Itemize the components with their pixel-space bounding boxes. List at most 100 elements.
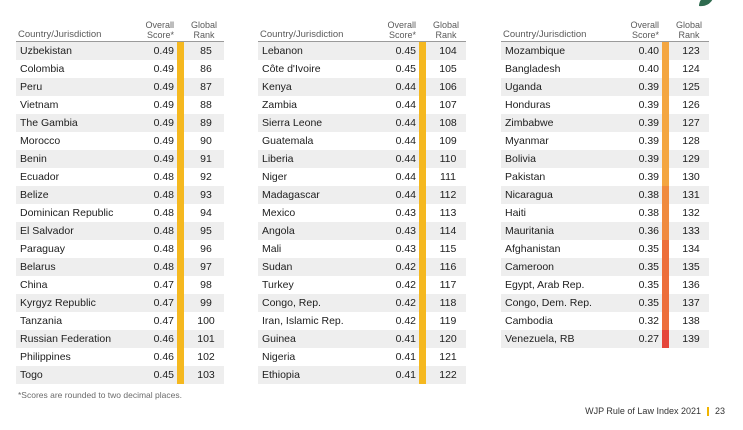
score-color-bar: [662, 150, 669, 168]
country-name: Uganda: [505, 81, 542, 93]
table-row: Iran, Islamic Rep. 0.42 119: [258, 312, 466, 330]
score-color-bar: [177, 96, 184, 114]
country-name: Afghanistan: [505, 243, 561, 255]
score-color-bar: [662, 222, 669, 240]
table-row: Myanmar 0.39 128: [501, 132, 709, 150]
global-rank: 121: [439, 351, 457, 363]
rank-column-header: Global Rank: [675, 20, 702, 40]
country-name: Congo, Rep.: [262, 297, 321, 309]
global-rank: 125: [682, 81, 700, 93]
overall-score: 0.41: [395, 333, 416, 345]
overall-score: 0.44: [395, 81, 416, 93]
country-name: Russian Federation: [20, 333, 112, 345]
table-row: Mauritania 0.36 133: [501, 222, 709, 240]
score-color-bar: [662, 312, 669, 330]
overall-score: 0.44: [395, 117, 416, 129]
overall-score: 0.27: [638, 333, 659, 345]
score-color-bar: [419, 114, 426, 132]
global-rank: 98: [200, 279, 212, 291]
rank-column-header: Global Rank: [190, 20, 217, 40]
country-name: Madagascar: [262, 189, 320, 201]
table-row: Uzbekistan 0.49 85: [16, 42, 224, 60]
overall-score: 0.35: [638, 243, 659, 255]
global-rank: 105: [439, 63, 457, 75]
country-name: Turkey: [262, 279, 294, 291]
table-row: Guatemala 0.44 109: [258, 132, 466, 150]
table-row: Niger 0.44 111: [258, 168, 466, 186]
table-row: Bangladesh 0.40 124: [501, 60, 709, 78]
table-row: Angola 0.43 114: [258, 222, 466, 240]
global-rank: 129: [682, 153, 700, 165]
table-row: Venezuela, RB 0.27 139: [501, 330, 709, 348]
table-rows: Mozambique 0.40 123 Bangladesh 0.40 124 Uganda…: [501, 42, 709, 348]
global-rank: 110: [439, 153, 457, 165]
country-name: Mali: [262, 243, 282, 255]
overall-score: 0.42: [395, 297, 416, 309]
table-row: Liberia 0.44 110: [258, 150, 466, 168]
global-rank: 111: [440, 171, 456, 183]
global-rank: 101: [197, 333, 215, 345]
footer-separator: [706, 407, 709, 417]
overall-score: 0.48: [153, 171, 174, 183]
table-row: Haiti 0.38 132: [501, 204, 709, 222]
overall-score: 0.39: [638, 117, 659, 129]
score-color-bar: [662, 294, 669, 312]
global-rank: 128: [682, 135, 700, 147]
table-row: Zimbabwe 0.39 127: [501, 114, 709, 132]
score-color-bar: [662, 168, 669, 186]
global-rank: 93: [200, 189, 212, 201]
table-row: China 0.47 98: [16, 276, 224, 294]
country-name: Togo: [20, 369, 43, 381]
ranking-table-1: Country/Jurisdiction Overall Score* Globa…: [16, 14, 224, 384]
score-color-bar: [177, 204, 184, 222]
score-color-bar: [177, 78, 184, 96]
overall-score: 0.49: [153, 45, 174, 57]
global-rank: 94: [200, 207, 212, 219]
table-row: Kenya 0.44 106: [258, 78, 466, 96]
score-color-bar: [662, 132, 669, 150]
score-color-bar: [662, 276, 669, 294]
table-row: Congo, Dem. Rep. 0.35 137: [501, 294, 709, 312]
country-name: Guatemala: [262, 135, 314, 147]
country-name: Côte d'Ivoire: [262, 63, 321, 75]
score-color-bar: [177, 366, 184, 384]
overall-score: 0.40: [638, 63, 659, 75]
score-color-bar: [662, 330, 669, 348]
global-rank: 118: [439, 297, 457, 309]
table-row: Uganda 0.39 125: [501, 78, 709, 96]
overall-score: 0.49: [153, 63, 174, 75]
overall-score: 0.48: [153, 225, 174, 237]
table-row: Sierra Leone 0.44 108: [258, 114, 466, 132]
header-divider: [16, 41, 224, 42]
table-header: Country/Jurisdiction Overall Score* Globa…: [16, 14, 224, 42]
score-color-bar: [419, 366, 426, 384]
overall-score: 0.35: [638, 261, 659, 273]
overall-score: 0.35: [638, 279, 659, 291]
global-rank: 119: [439, 315, 457, 327]
footnote: *Scores are rounded to two decimal place…: [18, 390, 182, 400]
country-name: Benin: [20, 153, 47, 165]
table-row: Paraguay 0.48 96: [16, 240, 224, 258]
overall-score: 0.47: [153, 315, 174, 327]
country-name: Venezuela, RB: [505, 333, 575, 345]
table-row: Belarus 0.48 97: [16, 258, 224, 276]
score-color-bar: [177, 276, 184, 294]
global-rank: 117: [439, 279, 457, 291]
score-color-bar: [177, 42, 184, 60]
overall-score: 0.42: [395, 315, 416, 327]
country-column-header: Country/Jurisdiction: [503, 29, 587, 40]
country-name: Vietnam: [20, 99, 59, 111]
score-column-header: Overall Score*: [630, 20, 659, 40]
table-row: Mexico 0.43 113: [258, 204, 466, 222]
overall-score: 0.44: [395, 135, 416, 147]
score-color-bar: [419, 348, 426, 366]
score-color-bar: [177, 150, 184, 168]
table-row: Ecuador 0.48 92: [16, 168, 224, 186]
country-name: Nicaragua: [505, 189, 553, 201]
overall-score: 0.49: [153, 153, 174, 165]
page-number: 23: [714, 406, 725, 416]
page-footer: WJP Rule of Law Index 2021 23: [585, 406, 725, 417]
country-name: Belarus: [20, 261, 56, 273]
table-row: Lebanon 0.45 104: [258, 42, 466, 60]
country-name: Zimbabwe: [505, 117, 554, 129]
